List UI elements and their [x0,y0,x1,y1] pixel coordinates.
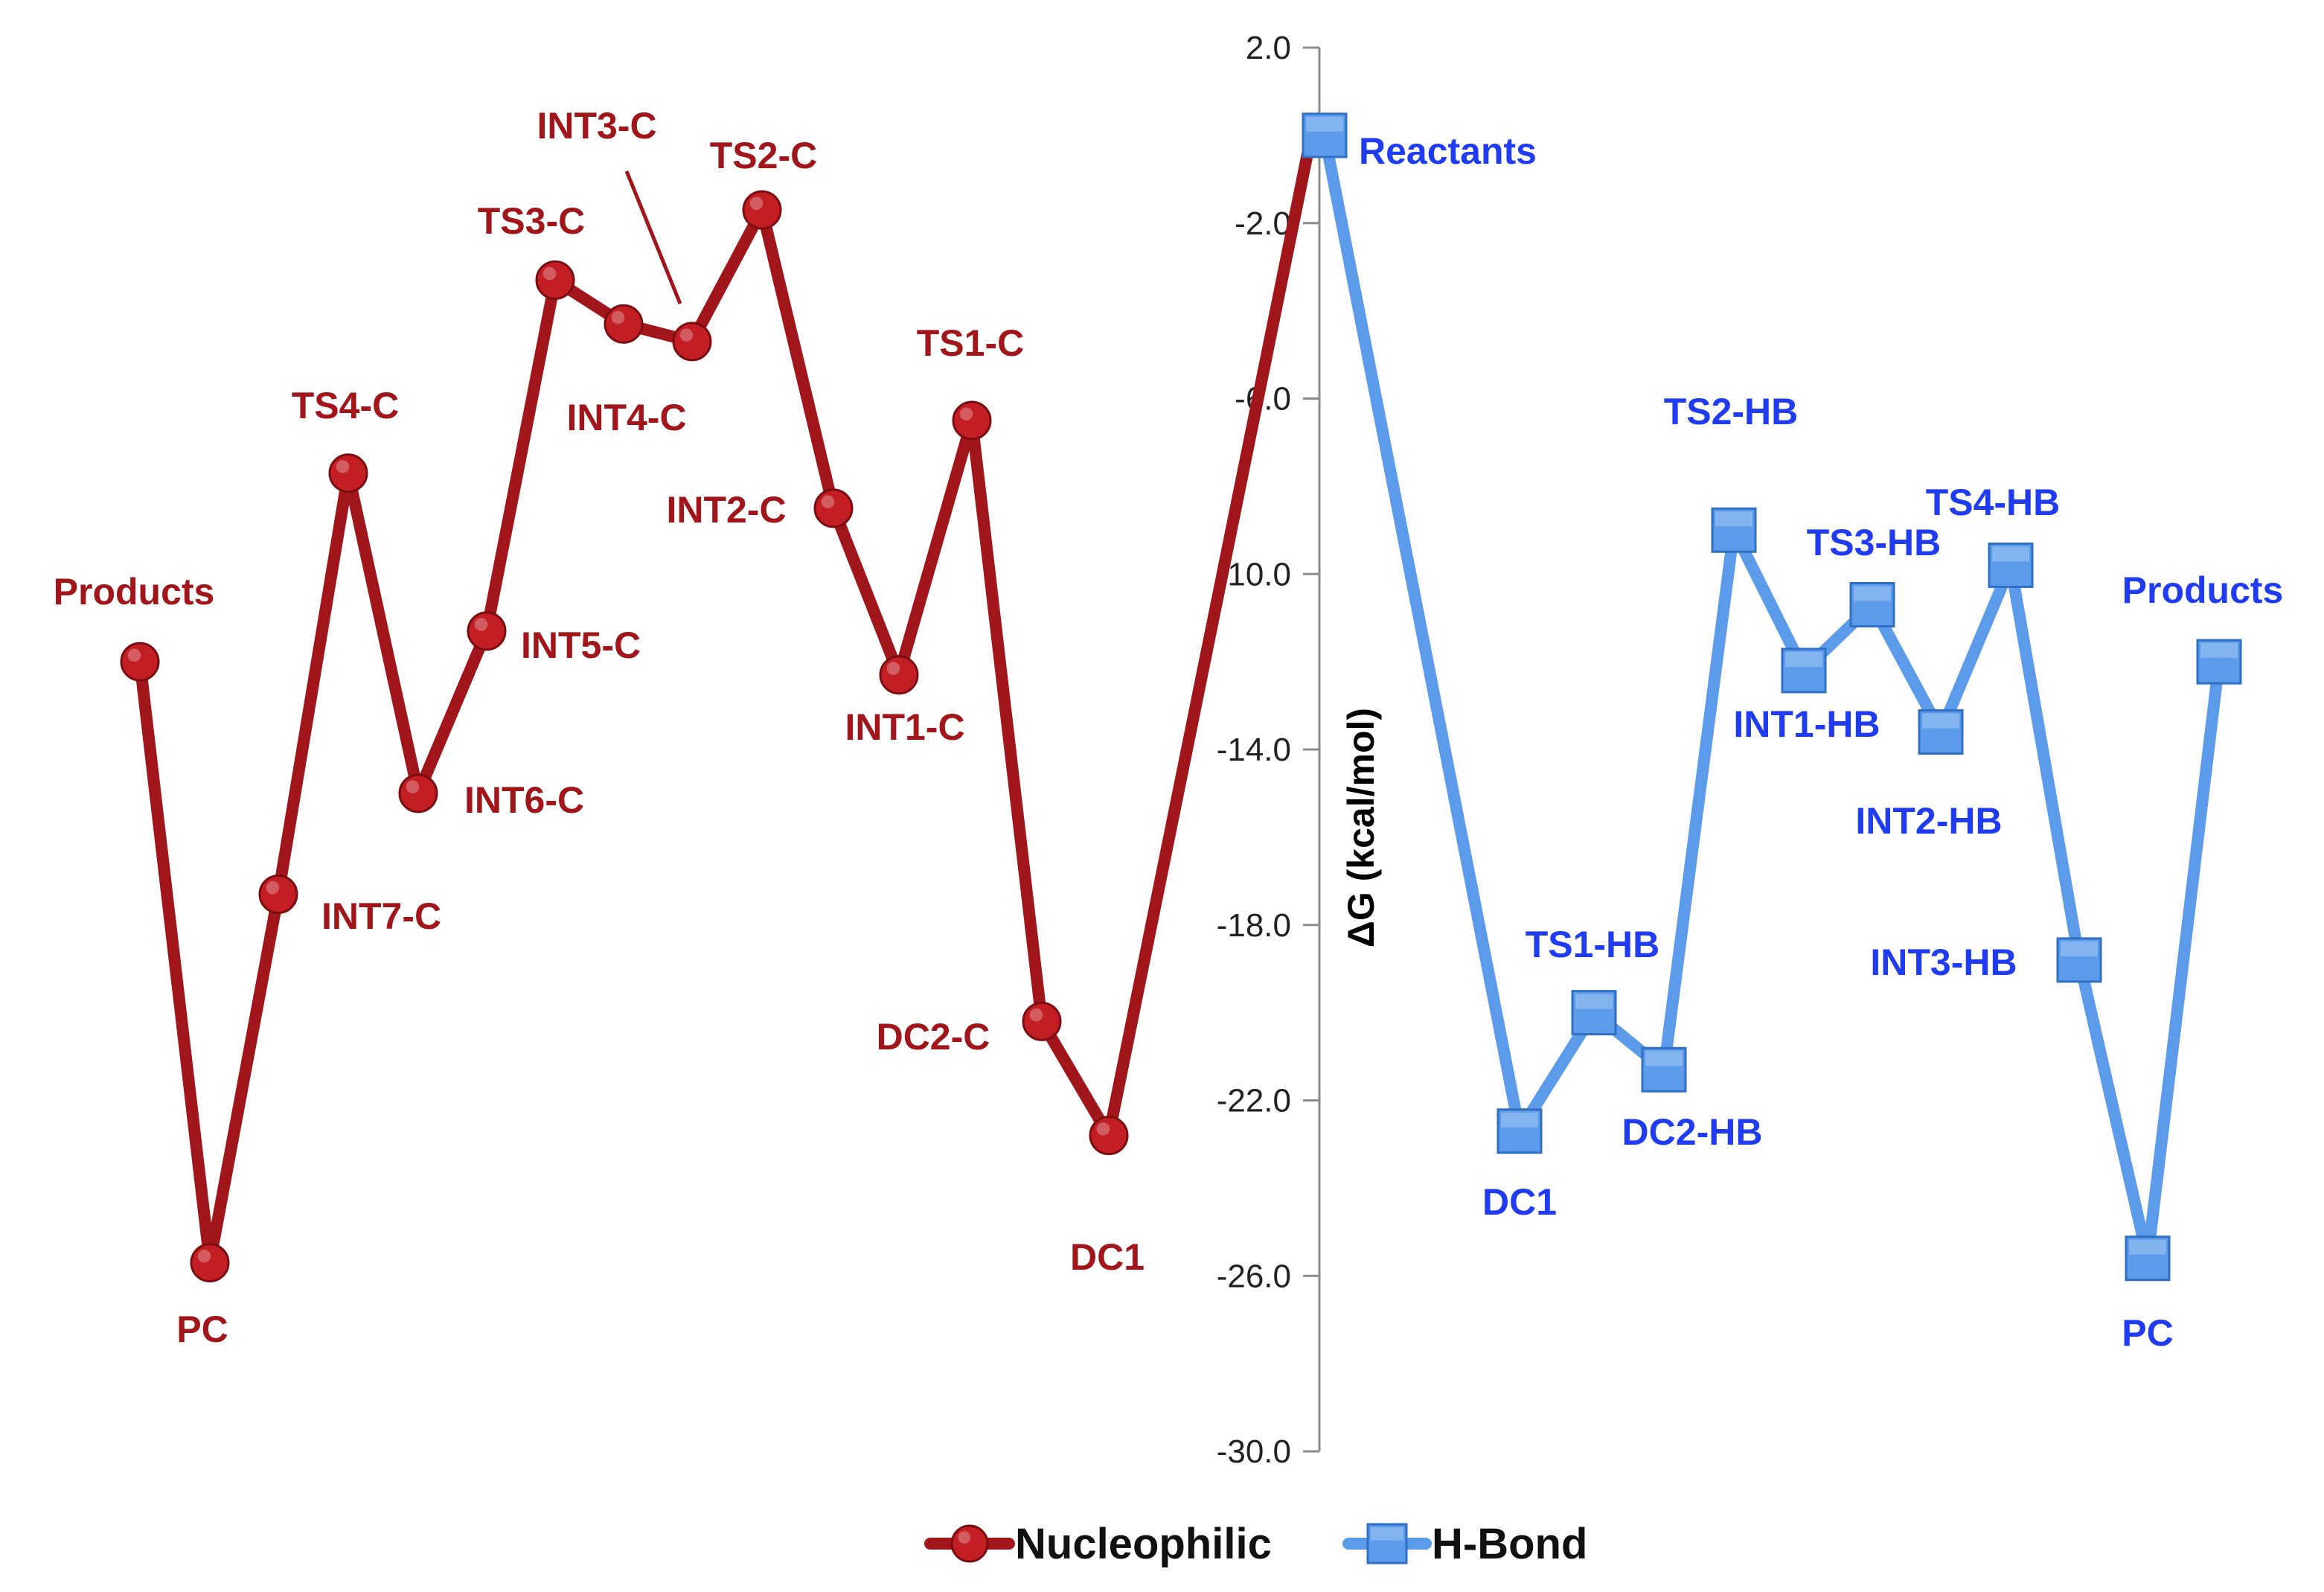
hbond-point [1918,709,1964,755]
legend-hbond-marker [1366,1523,1408,1564]
nucleophilic-point-label: INT3-C [537,105,656,147]
nucleophilic-point-label: TS3-C [478,200,585,242]
hbond-point-label: PC [2122,1312,2173,1354]
y-tick-label: -30.0 [1217,1433,1291,1470]
y-tick-label: -14.0 [1217,732,1291,768]
hbond-point [1302,112,1348,159]
nucleophilic-point [952,400,992,441]
nucleophilic-point-label: TS2-C [710,135,817,176]
y-axis: 2.0-2.0-6.0-10.0-14.0-18.0-22.0-26.0-30.… [1217,30,1382,1470]
series-lines [134,129,2225,1269]
nucleophilic-point [258,874,298,914]
hbond-point-label: INT1-HB [1733,703,1880,745]
nucleophilic-point [1089,1116,1129,1156]
hbond-point [1711,507,1757,553]
nucleophilic-point [604,304,644,344]
nucleophilic-point [813,488,854,528]
point-labels: Products PC INT7-C TS4-C INT6-C INT5-C TS3-C IN… [54,105,2284,1354]
hbond-point-label: TS1-HB [1526,924,1660,965]
legend: Nucleophilic H-Bond [924,1520,1587,1568]
nucleophilic-point [535,260,575,300]
nucleophilic-point-label: INT1-C [845,706,964,748]
legend-entry-hbond: H-Bond [1342,1520,1587,1568]
nucleophilic-point [190,1243,230,1283]
nucleophilic-point [467,611,507,651]
hbond-point [2196,639,2242,685]
hbond-point [1641,1046,1687,1093]
nucleophilic-point-label: INT4-C [566,397,686,438]
hbond-point-label: INT2-HB [1855,800,2002,842]
nucleophilic-point [879,655,919,695]
legend-nucleophilic-label: Nucleophilic [1015,1520,1272,1568]
nucleophilic-point-label: INT6-C [464,779,584,821]
y-tick-label: 2.0 [1246,30,1291,66]
hbond-point-label: Reactants [1359,130,1537,172]
hbond-point-label: INT3-HB [1870,942,2017,983]
hbond-point-label: TS4-HB [1926,482,2061,523]
hbond-series-line [1319,129,2225,1265]
y-tick-label: -2.0 [1235,205,1291,242]
y-tick-label: -26.0 [1217,1258,1291,1294]
series-markers [120,112,2242,1283]
nucleophilic-point-label: INT2-C [666,489,786,531]
int3-c-leader-line [624,170,682,304]
nucleophilic-series-line [134,129,1317,1269]
nucleophilic-point [328,453,368,493]
legend-nucleophilic-marker [950,1524,989,1563]
hbond-point [1571,990,1617,1036]
hbond-point [1496,1108,1543,1154]
nucleophilic-point-label: Products [54,571,215,613]
hbond-point-label: TS3-HB [1807,522,1942,563]
y-tick-label: -22.0 [1217,1083,1291,1119]
nucleophilic-point [672,322,712,362]
nucleophilic-point-label: INT5-C [521,624,641,666]
hbond-point-label: DC1 [1482,1181,1557,1223]
nucleophilic-point-label: PC [176,1308,228,1350]
nucleophilic-point [742,190,782,230]
legend-entry-nucleophilic: Nucleophilic [924,1520,1272,1568]
nucleophilic-point-label: TS1-C [917,322,1024,364]
nucleophilic-point [1022,1001,1062,1041]
hbond-point-label: TS2-HB [1664,391,1799,432]
nucleophilic-point-label: INT7-C [321,895,441,937]
nucleophilic-point-label: DC2-C [877,1016,990,1058]
nucleophilic-point [120,642,160,682]
legend-hbond-label: H-Bond [1432,1520,1587,1568]
hbond-point-label: Products [2122,569,2284,611]
hbond-point [1849,582,1895,628]
hbond-point-label: DC2-HB [1622,1111,1763,1153]
hbond-point [2056,937,2102,983]
nucleophilic-point-label: TS4-C [292,385,399,426]
hbond-point [1988,542,2034,588]
nucleophilic-point [398,773,438,813]
y-axis-title: ΔG (kcal/mol) [1340,708,1382,947]
hbond-point [2125,1235,2171,1282]
y-tick-label: -18.0 [1217,907,1291,944]
hbond-point [1781,648,1827,694]
nucleophilic-point-label: DC1 [1070,1236,1145,1278]
